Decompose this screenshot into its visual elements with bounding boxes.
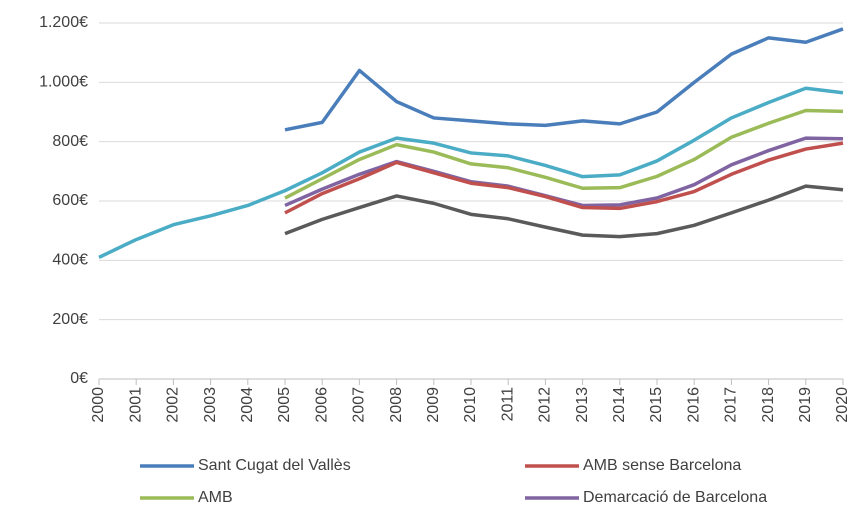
- x-tick-label: 2020: [834, 387, 851, 423]
- y-tick-label: 600€: [52, 192, 88, 209]
- y-tick-label: 800€: [52, 133, 88, 150]
- x-tick-label: 2005: [276, 387, 293, 423]
- y-tick-label: 1.200€: [39, 14, 88, 31]
- legend-label: Sant Cugat del Vallès: [198, 457, 351, 474]
- x-tick-label: 2008: [388, 387, 405, 423]
- y-tick-label: 400€: [52, 252, 88, 269]
- legend-label: AMB: [198, 489, 233, 506]
- x-tick-label: 2015: [648, 387, 665, 423]
- x-tick-label: 2010: [462, 387, 479, 423]
- x-tick-label: 2007: [351, 387, 368, 423]
- x-tick-label: 2013: [574, 387, 591, 423]
- x-tick-label: 2017: [723, 387, 740, 423]
- legend-label: Demarcació de Barcelona: [583, 489, 767, 506]
- series-line: [284, 141, 844, 215]
- x-tick-label: 2018: [760, 387, 777, 423]
- y-tick-label: 0€: [70, 370, 88, 387]
- series-line: [98, 86, 844, 259]
- series-line: [284, 184, 844, 239]
- x-tick-label: 2019: [797, 387, 814, 423]
- x-tick-label: 2001: [127, 387, 144, 423]
- series-line: [284, 27, 844, 132]
- x-tick-label: 2012: [537, 387, 554, 423]
- series-line: [284, 108, 844, 200]
- x-tick-label: 2000: [90, 387, 107, 423]
- legend-label: AMB sense Barcelona: [583, 457, 741, 474]
- y-tick-label: 1.000€: [39, 74, 88, 91]
- x-tick-label: 2004: [239, 387, 256, 423]
- x-tick-label: 2003: [202, 387, 219, 423]
- y-tick-label: 200€: [52, 311, 88, 328]
- x-tick-label: 2014: [611, 387, 628, 423]
- x-tick-label: 2009: [425, 387, 442, 423]
- x-tick-label: 2016: [685, 387, 702, 423]
- x-tick-label: 2002: [165, 387, 182, 423]
- x-tick-label: 2006: [313, 387, 330, 423]
- x-tick-label: 2011: [499, 387, 516, 422]
